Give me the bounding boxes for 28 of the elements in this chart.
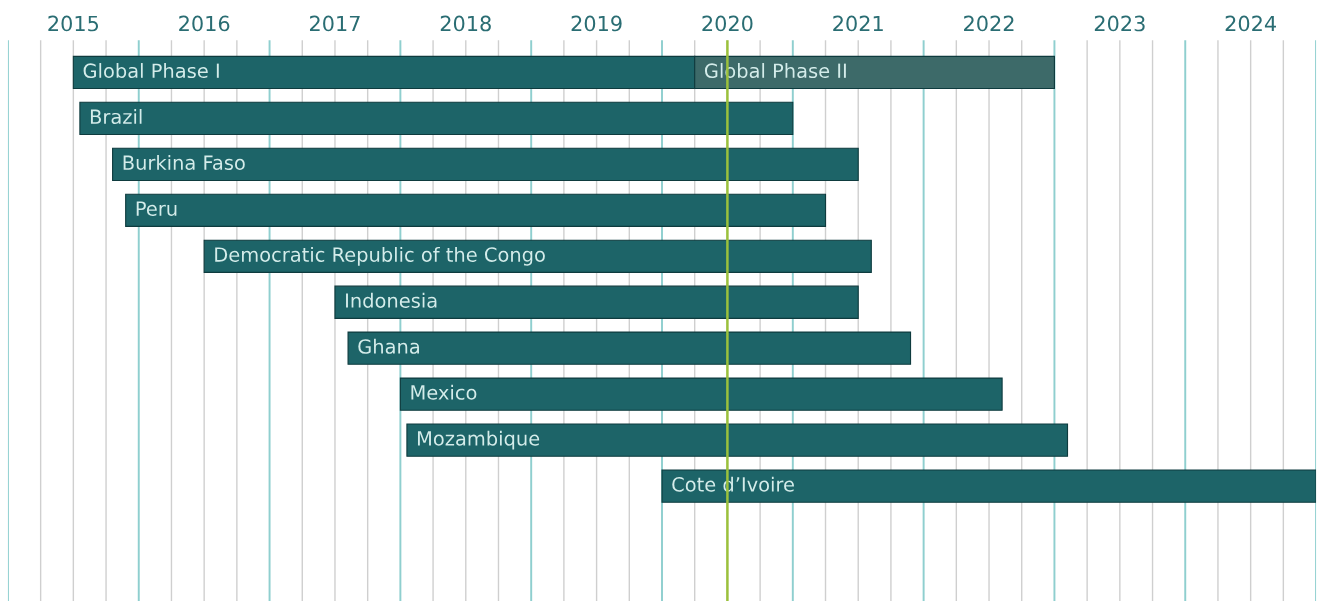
bar — [406, 423, 1069, 457]
x-tick-label: 2023 — [1094, 15, 1145, 32]
bar — [203, 239, 872, 273]
bar — [347, 331, 912, 365]
bar — [112, 147, 859, 182]
x-tick-label: 2017 — [309, 15, 360, 32]
bar — [334, 285, 859, 319]
y-tick-label: Indonesia — [346, 292, 437, 308]
x-tick-label: 2015 — [48, 15, 99, 32]
bar — [399, 377, 1003, 411]
y-tick-label: Brazil — [90, 108, 142, 125]
x-tick-label: 2020 — [702, 15, 753, 32]
x-tick-label: 2021 — [833, 15, 883, 32]
y-tick-label: Burkina Faso — [123, 154, 245, 171]
y-tick-label: Mexico — [411, 384, 477, 400]
y-tick-label: Peru — [136, 201, 177, 216]
y-tick-label: Ghana — [358, 338, 419, 354]
bar — [661, 469, 1317, 503]
x-tick-label: 2024 — [1225, 15, 1276, 32]
y-tick-label: Mozambique — [417, 430, 540, 450]
x-tick-label: 2016 — [179, 15, 230, 32]
x-tick-label: 2019 — [571, 15, 622, 32]
y-tick-label: Global Phase I — [83, 63, 219, 79]
x-tick-label: 2018 — [440, 15, 491, 32]
bar — [125, 193, 827, 227]
bar — [79, 101, 794, 136]
y-tick-label: Democratic Republic of the Congo — [215, 246, 545, 266]
x-tick-label: 2022 — [964, 15, 1014, 32]
